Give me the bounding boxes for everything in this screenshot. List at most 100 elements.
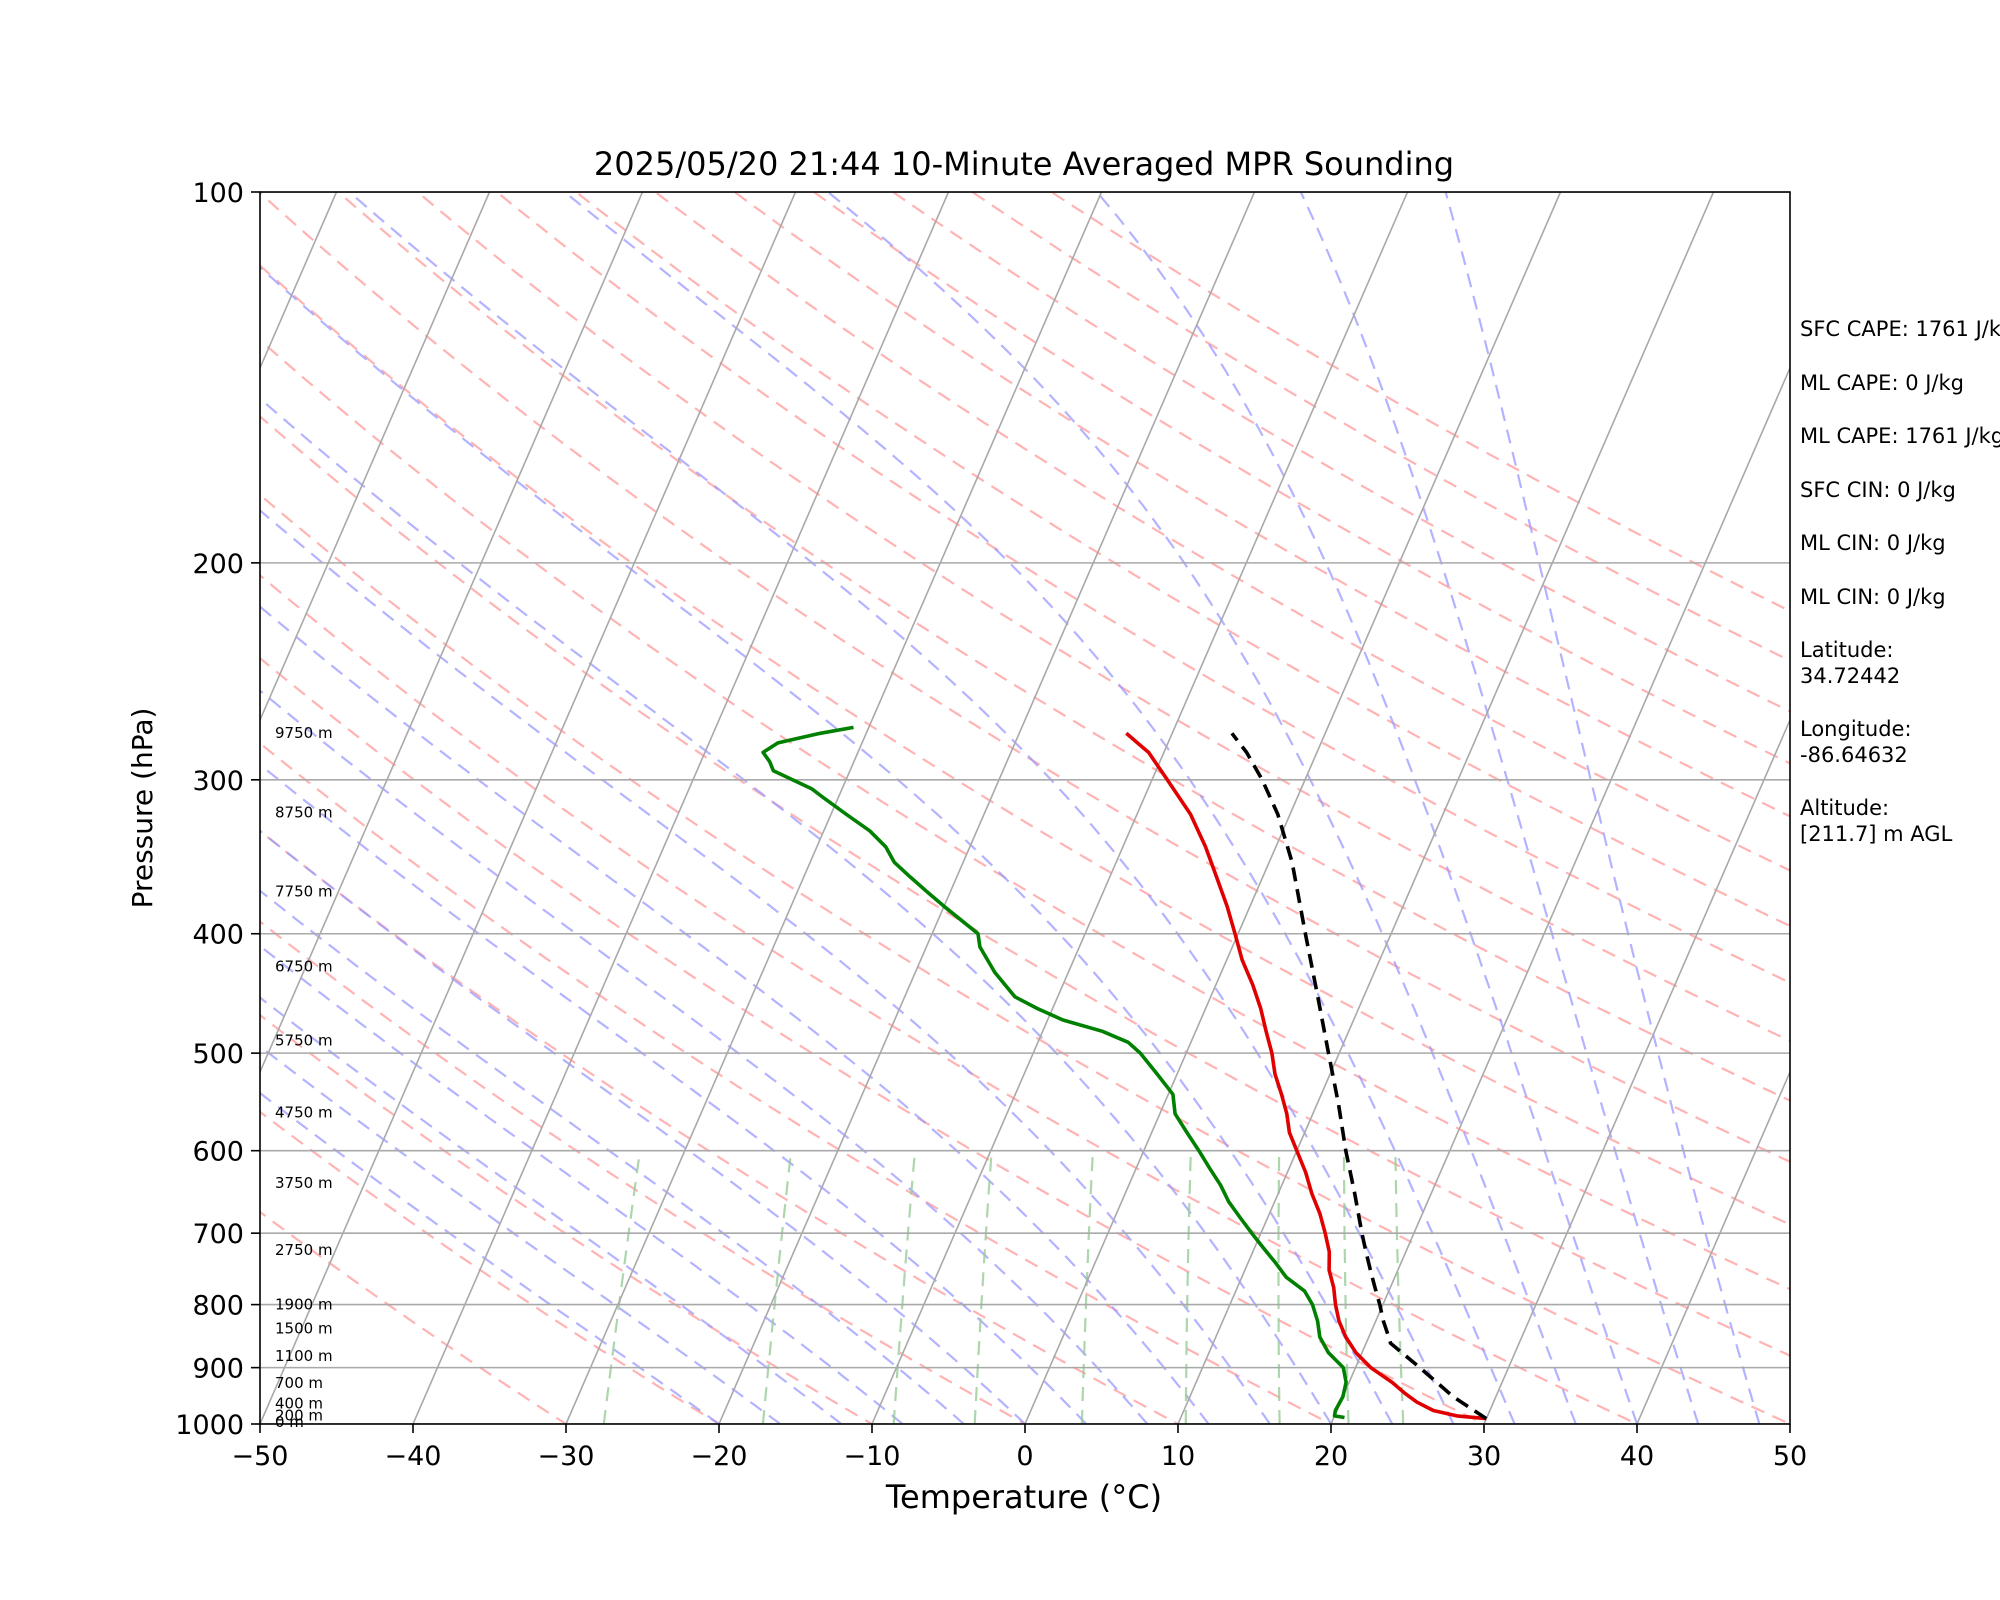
height-label: 1900 m <box>275 1296 333 1314</box>
isotherm-line <box>0 192 31 1424</box>
y-axis-label: Pressure (hPa) <box>126 708 159 909</box>
mixing-ratio-line <box>1184 1150 1192 1424</box>
altitude-block: Altitude: [211.7] m AGL <box>1800 795 2000 847</box>
isotherm-line <box>1024 192 1562 1424</box>
longitude-block: Longitude: -86.64632 <box>1800 716 2000 768</box>
isotherm-line <box>1177 192 1715 1424</box>
moist-adiabat <box>260 829 1026 1424</box>
x-tick-label: −10 <box>844 1441 901 1472</box>
chart-title: 2025/05/20 21:44 10-Minute Averaged MPR … <box>594 145 1454 183</box>
mixing-ratio-line <box>892 1150 917 1424</box>
latitude-value: 34.72442 <box>1800 664 1901 688</box>
height-label: 0 m <box>275 1413 304 1431</box>
dry-adiabat <box>260 656 1487 1424</box>
dry-adiabat <box>336 192 1790 1102</box>
ml-cin-text-2: ML CIN: 0 J/kg <box>1800 584 1946 609</box>
moist-adiabat <box>563 192 1516 1424</box>
height-label: 700 m <box>275 1374 323 1392</box>
y-tick-label: 400 <box>192 920 244 951</box>
dry-adiabat <box>415 192 1790 1043</box>
isotherm-line <box>260 192 491 723</box>
height-label: 8750 m <box>275 803 333 821</box>
dry-adiabat <box>1049 192 1790 613</box>
moist-adiabat <box>1096 192 1639 1424</box>
y-tick-label: 800 <box>192 1291 244 1322</box>
dry-adiabat <box>260 264 1790 1226</box>
moist-adiabat <box>260 508 1271 1424</box>
isotherm-line <box>1483 717 1790 1424</box>
isotherm-line <box>412 192 950 1424</box>
ml-cape-text-2: ML CAPE: 1761 J/kg <box>1800 424 2000 448</box>
mixing-ratio-line <box>761 1150 793 1424</box>
height-label: 3750 m <box>275 1174 333 1192</box>
moist-adiabat <box>1444 192 1761 1424</box>
altitude-label: Altitude: <box>1800 796 1890 820</box>
mixing-ratio-line <box>602 1150 642 1424</box>
isotherm-line <box>260 192 644 1075</box>
longitude-value: -86.64632 <box>1800 743 1908 767</box>
moist-adiabat <box>827 192 1577 1424</box>
height-label: 200 m <box>275 1407 323 1425</box>
sfc-cape-text: SFC CAPE: 1761 J/kg <box>1800 317 2000 341</box>
dry-adiabat <box>260 829 1181 1424</box>
dry-adiabat <box>811 192 1790 765</box>
moist-adiabat <box>260 605 1210 1424</box>
latitude-block: Latitude: 34.72442 <box>1800 637 2000 689</box>
temperature-profile <box>1125 731 1487 1421</box>
moist-adiabat <box>260 397 1332 1424</box>
x-tick-label: −40 <box>385 1441 442 1472</box>
isotherm-line <box>871 192 1409 1424</box>
x-tick-label: 30 <box>1467 1441 1501 1472</box>
dry-adiabat <box>653 192 1790 872</box>
x-tick-label: −20 <box>691 1441 748 1472</box>
dewpoint-profile <box>761 725 1348 1420</box>
x-tick-label: −50 <box>232 1441 289 1472</box>
y-tick-label: 600 <box>192 1137 244 1168</box>
height-label: 6750 m <box>275 958 333 976</box>
parcel-profile <box>1230 732 1488 1421</box>
dry-adiabat <box>732 192 1790 818</box>
height-label: 9750 m <box>275 724 333 742</box>
y-tick-label: 500 <box>192 1039 244 1070</box>
isotherm-line <box>565 192 1103 1424</box>
isotherm-line <box>718 192 1256 1424</box>
isotherm-line <box>260 192 797 1424</box>
x-tick-label: 20 <box>1314 1441 1348 1472</box>
isotherm-line <box>1636 1069 1790 1424</box>
height-label: 5750 m <box>275 1031 333 1049</box>
dry-adiabat <box>495 192 1790 984</box>
plot-frame <box>259 191 1791 1425</box>
moist-adiabat <box>260 763 1087 1424</box>
x-tick-label: −30 <box>538 1441 595 1472</box>
ml-cin-text: ML CIN: 0 J/kg <box>1800 531 1946 555</box>
x-tick-label: 50 <box>1773 1441 1807 1472</box>
y-tick-label: 1000 <box>175 1410 244 1441</box>
y-tick-label: 200 <box>192 549 244 580</box>
ml-cape-text: ML CAPE: 0 J/kg <box>1800 370 1965 395</box>
sfc-cin-text: SFC CIN: 0 J/kg <box>1800 477 1956 502</box>
dry-adiabat <box>260 1110 722 1424</box>
height-label: 4750 m <box>275 1104 333 1122</box>
y-tick-label: 300 <box>192 766 244 797</box>
y-tick-label: 700 <box>192 1219 244 1250</box>
dry-adiabat <box>970 192 1790 662</box>
moist-adiabat <box>260 689 1149 1424</box>
x-tick-label: 0 <box>1016 1441 1033 1472</box>
dry-adiabat <box>260 742 1334 1424</box>
x-tick-label: 40 <box>1620 1441 1654 1472</box>
y-tick-label: 900 <box>192 1354 244 1385</box>
x-axis-label: Temperature (°C) <box>885 1478 1162 1516</box>
height-label: 400 m <box>275 1394 323 1412</box>
dry-adiabat <box>260 338 1790 1291</box>
altitude-value: [211.7] m AGL <box>1800 822 1953 846</box>
dry-adiabat <box>574 192 1790 928</box>
isotherm-line <box>1330 365 1790 1424</box>
moist-adiabat <box>260 1044 781 1424</box>
dry-adiabat <box>260 192 1790 1163</box>
longitude-label: Longitude: <box>1800 717 1912 741</box>
height-label: 7750 m <box>275 882 333 900</box>
dry-adiabat <box>260 920 1028 1424</box>
height-label: 1100 m <box>275 1347 333 1365</box>
moist-adiabat <box>260 996 843 1424</box>
